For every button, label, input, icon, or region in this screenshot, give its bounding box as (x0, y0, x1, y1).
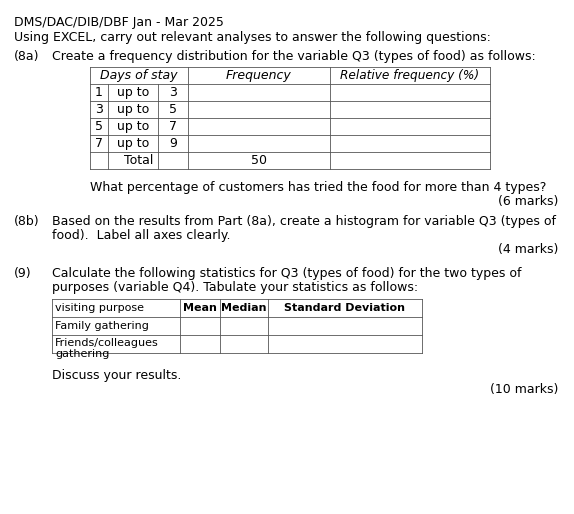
Text: up to: up to (117, 120, 149, 133)
Text: up to: up to (117, 137, 149, 150)
Text: up to: up to (117, 86, 149, 99)
Text: 7: 7 (169, 120, 177, 133)
Text: (8a): (8a) (14, 50, 40, 63)
Text: Calculate the following statistics for Q3 (types of food) for the two types of: Calculate the following statistics for Q… (52, 267, 522, 280)
Text: up to: up to (117, 103, 149, 116)
Text: 1: 1 (95, 86, 103, 99)
Text: (4 marks): (4 marks) (498, 243, 558, 256)
Text: What percentage of customers has tried the food for more than 4 types?: What percentage of customers has tried t… (90, 181, 546, 194)
Text: 50: 50 (251, 154, 267, 167)
Text: Family gathering: Family gathering (55, 321, 149, 331)
Text: 3: 3 (169, 86, 177, 99)
Text: Using EXCEL, carry out relevant analyses to answer the following questions:: Using EXCEL, carry out relevant analyses… (14, 31, 491, 44)
Text: 5: 5 (95, 120, 103, 133)
Text: Total: Total (125, 154, 154, 167)
Text: Median: Median (221, 303, 267, 313)
Text: Mean: Mean (183, 303, 217, 313)
Text: Discuss your results.: Discuss your results. (52, 369, 181, 382)
Text: purposes (variable Q4). Tabulate your statistics as follows:: purposes (variable Q4). Tabulate your st… (52, 281, 418, 294)
Text: food).  Label all axes clearly.: food). Label all axes clearly. (52, 229, 231, 242)
Text: Friends/colleagues: Friends/colleagues (55, 338, 159, 348)
Text: 9: 9 (169, 137, 177, 150)
Text: Relative frequency (%): Relative frequency (%) (340, 69, 479, 82)
Text: (10 marks): (10 marks) (490, 383, 558, 396)
Text: Based on the results from Part (8a), create a histogram for variable Q3 (types o: Based on the results from Part (8a), cre… (52, 215, 556, 228)
Text: Create a frequency distribution for the variable Q3 (types of food) as follows:: Create a frequency distribution for the … (52, 50, 536, 63)
Text: Frequency: Frequency (226, 69, 292, 82)
Text: DMS/DAC/DIB/DBF Jan - Mar 2025: DMS/DAC/DIB/DBF Jan - Mar 2025 (14, 16, 224, 29)
Text: (8b): (8b) (14, 215, 40, 228)
Text: 3: 3 (95, 103, 103, 116)
Text: 7: 7 (95, 137, 103, 150)
Text: visiting purpose: visiting purpose (55, 303, 144, 313)
Text: Standard Deviation: Standard Deviation (285, 303, 405, 313)
Text: Days of stay: Days of stay (100, 69, 178, 82)
Text: 5: 5 (169, 103, 177, 116)
Text: (9): (9) (14, 267, 32, 280)
Text: (6 marks): (6 marks) (498, 195, 558, 208)
Text: gathering: gathering (55, 349, 110, 359)
